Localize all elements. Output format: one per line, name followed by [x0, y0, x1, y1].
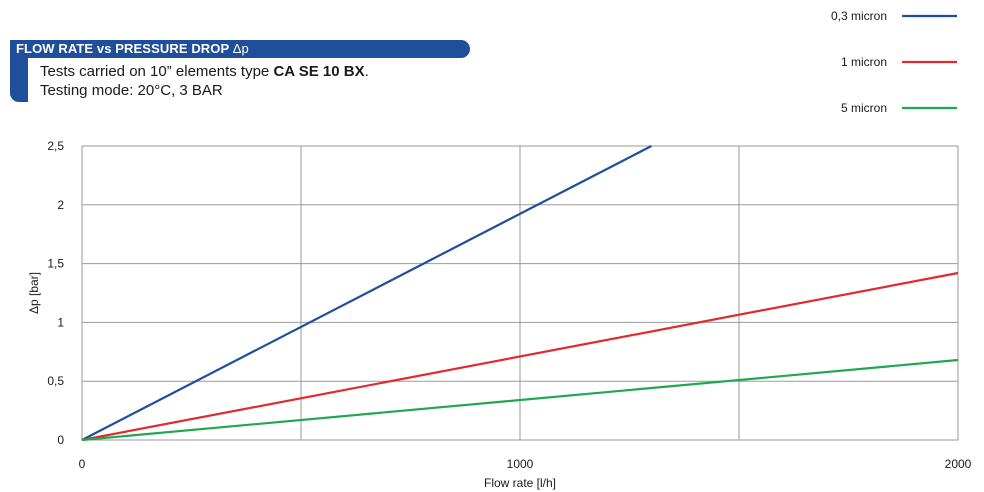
- series-layer: [81, 145, 959, 442]
- header-bar: [10, 40, 470, 58]
- legend-label-1: 1 micron: [841, 55, 887, 69]
- x-tick-label: 1000: [507, 457, 534, 471]
- y-tick-label: 0: [57, 433, 64, 447]
- subtitle-line-1: Tests carried on 10” elements type CA SE…: [40, 63, 369, 80]
- x-tick-label: 2000: [945, 457, 972, 471]
- subtitle-line-2: Testing mode: 20°C, 3 BAR: [40, 82, 223, 99]
- subtitle-suffix: .: [364, 63, 369, 80]
- series-line-1: [81, 271, 959, 442]
- legend-label-0: 0,3 micron: [831, 9, 887, 23]
- x-axis-label: Flow rate [l/h]: [484, 476, 556, 490]
- grid-layer: [81, 145, 959, 441]
- y-tick-label: 1,5: [47, 257, 64, 271]
- chart-title-text: FLOW RATE vs PRESSURE DROP: [16, 41, 230, 56]
- y-tick-label: 0,5: [47, 374, 64, 388]
- series-line-0: [81, 145, 652, 441]
- tick-layer: 0 0,5 1 1,5 2 2,5 0 1000 2000: [47, 139, 971, 471]
- y-tick-label: 2: [57, 198, 64, 212]
- y-tick-label: 1: [57, 315, 64, 329]
- legend-label-2: 5 micron: [841, 101, 887, 115]
- series-line-2: [81, 358, 959, 442]
- subtitle-prefix: Tests carried on 10” elements type: [40, 63, 274, 80]
- subtitle-model: CA SE 10 BX: [273, 63, 365, 80]
- x-tick-label: 0: [79, 457, 86, 471]
- chart-title-symbol: Δp: [232, 41, 249, 56]
- y-tick-label: 2,5: [47, 139, 64, 153]
- y-axis-label: Δp [bar]: [27, 272, 41, 314]
- legend: 0,3 micron 1 micron 5 micron: [831, 9, 957, 115]
- chart-title: FLOW RATE vs PRESSURE DROP Δp: [16, 41, 249, 56]
